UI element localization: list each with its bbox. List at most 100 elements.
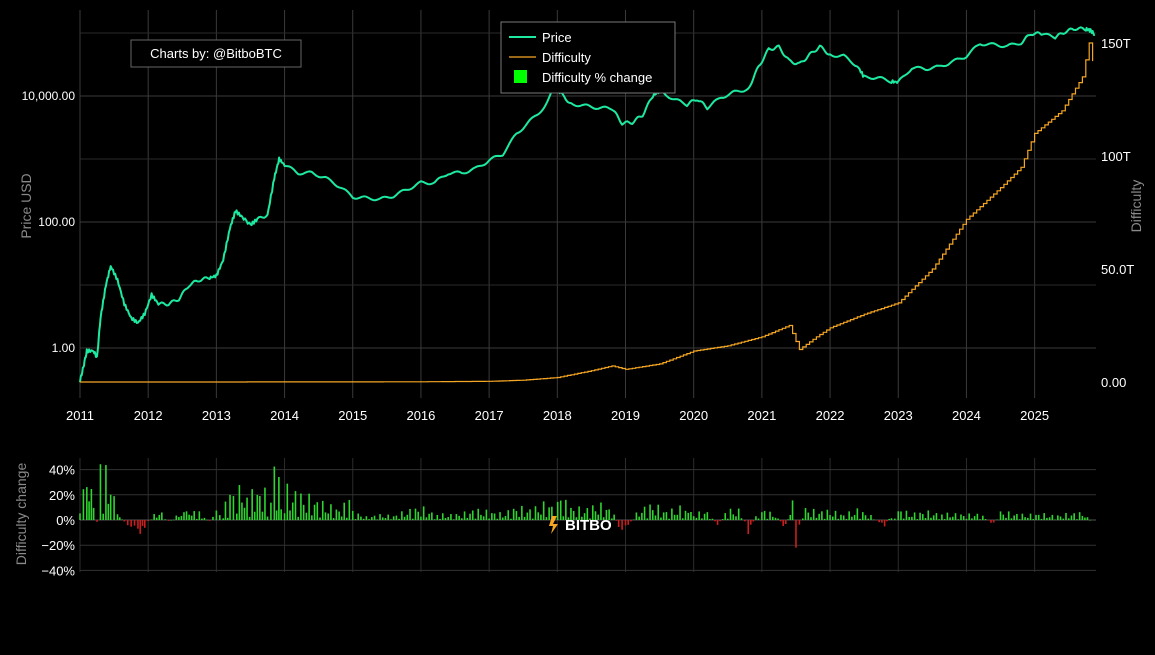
difficulty-change-bar [821, 511, 823, 520]
difficulty-change-bar [130, 520, 132, 527]
difficulty-change-bar [597, 514, 600, 520]
difficulty-change-bar [256, 494, 259, 520]
legend-difficulty-label[interactable]: Difficulty [542, 50, 591, 65]
difficulty-change-bar [311, 515, 313, 520]
difficulty-change-bar [979, 519, 981, 520]
legend-price-label[interactable]: Price [542, 30, 572, 45]
difficulty-change-bar [201, 518, 203, 520]
difficulty-change-bar [395, 515, 398, 520]
difficulty-change-bar [387, 514, 390, 520]
sub-y-tick-label: −20% [41, 538, 75, 553]
difficulty-change-bar [905, 510, 908, 520]
difficulty-change-bar [1081, 515, 1084, 520]
difficulty-change-bar [107, 503, 110, 520]
difficulty-change-bar [153, 514, 155, 520]
difficulty-change-bar [332, 518, 335, 520]
difficulty-change-bar [706, 512, 709, 520]
difficulty-change-bar [721, 519, 724, 520]
difficulty-change-bar [431, 512, 433, 520]
difficulty-change-bar [668, 518, 670, 520]
difficulty-change-bar [266, 516, 269, 520]
difficulty-change-bar [996, 519, 998, 521]
difficulty-change-bar [787, 519, 789, 520]
difficulty-change-bar [641, 512, 643, 520]
difficulty-change-bar [126, 520, 129, 526]
difficulty-change-bar [714, 520, 716, 522]
difficulty-change-bar [646, 518, 649, 520]
difficulty-change-bar [679, 505, 681, 520]
x-tick-label-2014: 2014 [270, 408, 299, 423]
x-tick-label-2016: 2016 [406, 408, 435, 423]
bitbo-logo-icon [549, 516, 558, 534]
difficulty-change-bar [123, 520, 126, 522]
difficulty-change-bar [1040, 518, 1043, 520]
difficulty-change-bar [572, 510, 575, 520]
difficulty-change-bar [1059, 516, 1062, 520]
difficulty-change-bar [441, 513, 444, 520]
difficulty-change-bar [916, 519, 919, 520]
difficulty-change-bar [957, 519, 960, 520]
difficulty-change-bar [523, 516, 526, 520]
sub-y-tick-label: 0% [56, 513, 75, 528]
difficulty-change-bar [1018, 519, 1021, 520]
difficulty-change-bar [175, 515, 178, 520]
difficulty-change-bar [810, 517, 812, 520]
difficulty-change-bar [870, 514, 872, 520]
difficulty-change-bar [559, 500, 562, 520]
difficulty-change-bar [526, 512, 529, 520]
difficulty-change-bars [79, 464, 1091, 548]
difficulty-change-bar [749, 520, 752, 525]
x-tick-label-2023: 2023 [884, 408, 913, 423]
credit-box-border [130, 39, 302, 68]
legend: Price Difficulty Difficulty % change [500, 21, 676, 94]
difficulty-change-bar [485, 509, 488, 520]
difficulty-change-bar [815, 517, 818, 520]
difficulty-change-bar [755, 516, 757, 520]
difficulty-change-bar [962, 516, 965, 520]
difficulty-change-bar [351, 510, 354, 520]
difficulty-change-bar [548, 507, 550, 520]
difficulty-change-bar [987, 520, 990, 521]
difficulty-change-bar [212, 516, 214, 520]
difficulty-change-bar [900, 511, 902, 520]
difficulty-change-bar [238, 485, 241, 520]
difficulty-change-bar [305, 512, 308, 520]
difficulty-change-bar [297, 516, 300, 520]
difficulty-change-bar [617, 520, 620, 527]
difficulty-change-bar [837, 518, 840, 520]
difficulty-change-bar [529, 509, 531, 520]
difficulty-change-bar [992, 520, 995, 523]
difficulty-change-bar [791, 500, 794, 520]
difficulty-change-bar [747, 520, 750, 535]
difficulty-change-bar [851, 516, 853, 520]
difficulty-change-bar [109, 494, 112, 520]
difficulty-change-bar [716, 520, 719, 525]
difficulty-change-bar [952, 516, 954, 520]
difficulty-change-bar [414, 508, 417, 520]
difficulty-change-bar [253, 511, 256, 520]
y-right-tick-label: 0.00 [1101, 375, 1126, 390]
difficulty-change-bar [92, 507, 95, 520]
difficulty-change-bar [340, 516, 343, 520]
difficulty-change-bar [1035, 514, 1037, 520]
difficulty-change-bar [439, 518, 441, 520]
difficulty-change-bar [611, 518, 613, 520]
difficulty-change-bar [660, 517, 662, 520]
difficulty-change-bar [695, 517, 698, 520]
difficulty-change-bar [143, 520, 146, 528]
difficulty-change-bar [371, 517, 373, 520]
difficulty-change-bar [771, 516, 774, 520]
difficulty-change-bar [1054, 519, 1056, 520]
difficulty-change-bar [280, 509, 282, 520]
difficulty-change-bar [313, 504, 316, 520]
difficulty-change-bar [924, 518, 927, 520]
difficulty-change-bar [890, 518, 893, 520]
difficulty-change-bar [86, 487, 88, 520]
legend-difficulty-change-label[interactable]: Difficulty % change [542, 70, 652, 85]
difficulty-change-bar [167, 520, 170, 521]
difficulty-change-bar [172, 519, 175, 521]
difficulty-change-bar [324, 512, 327, 520]
difficulty-change-bar [894, 518, 896, 520]
difficulty-change-bar [831, 516, 834, 520]
left-axis-title: Price USD [18, 173, 34, 238]
